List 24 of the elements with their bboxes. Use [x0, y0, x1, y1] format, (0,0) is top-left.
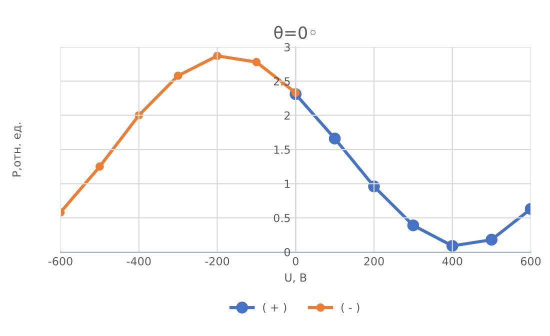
y-tick-label: 2 [284, 111, 290, 120]
x-tick-label: 600 [520, 257, 541, 266]
point [174, 72, 182, 80]
point [486, 234, 498, 246]
chart-title: θ=0◦ [274, 26, 316, 39]
point [252, 58, 261, 66]
x-tick-label: 0 [292, 257, 298, 266]
legend-label: ( + ) [263, 303, 286, 313]
point [328, 132, 341, 144]
x-tick-label: -400 [126, 257, 151, 266]
point [446, 240, 458, 252]
point [96, 162, 104, 171]
legend-label: ( - ) [341, 303, 360, 313]
x-axis-title: U, В [285, 274, 306, 283]
y-tick-label: 0.5 [274, 214, 290, 222]
y-tick-label: 1.5 [274, 146, 290, 154]
x-tick-label: 200 [364, 257, 384, 266]
y-tick-label: 3 [284, 43, 290, 52]
point [407, 219, 420, 232]
y-tick-label: 1 [284, 180, 290, 188]
x-tick-label: 400 [442, 257, 462, 266]
x-tick-label: -200 [205, 257, 230, 266]
x-tick-label: -600 [48, 257, 72, 266]
y-axis-title: Р,отн. ед. [12, 122, 22, 176]
